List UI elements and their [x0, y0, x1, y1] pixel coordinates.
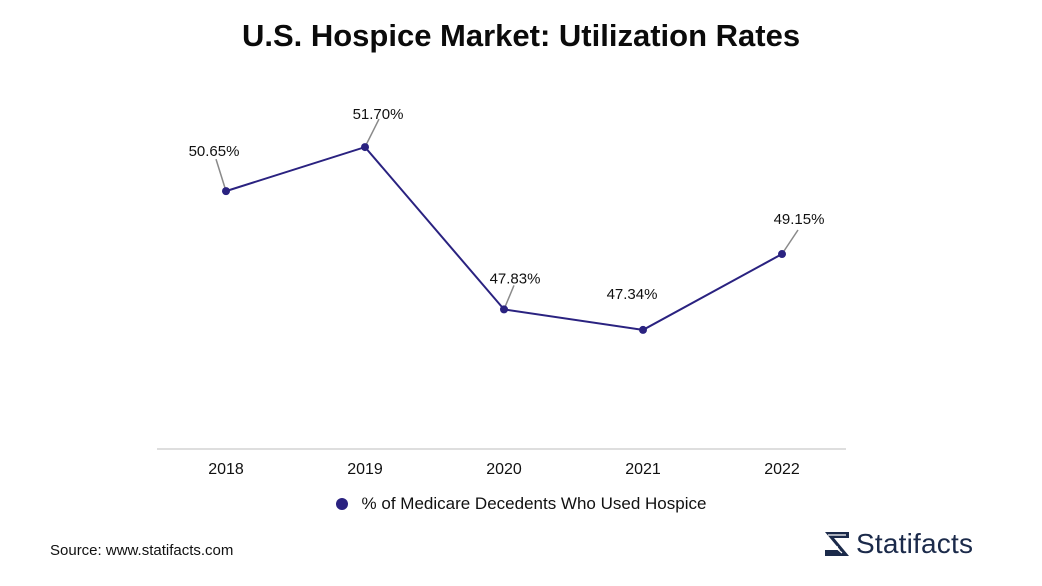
legend-marker	[335, 498, 348, 510]
data-label: 51.70%	[353, 106, 404, 123]
statifacts-logo-icon	[825, 532, 849, 556]
data-label: 47.83%	[490, 270, 541, 287]
data-label: 47.34%	[607, 286, 658, 303]
x-tick-label: 2020	[486, 461, 522, 478]
data-label-leader	[781, 229, 799, 255]
x-tick-label: 2018	[208, 461, 244, 478]
chart-marks: 50.65% 51.70% 47.83% 47.34% 49.15% 2018 2019 20…	[189, 106, 825, 478]
data-point	[222, 187, 230, 196]
x-tick-label: 2021	[625, 461, 661, 478]
legend-label: % of Medicare Decedents Who Used Hospice	[361, 494, 707, 513]
series-line	[225, 145, 783, 331]
data-point	[361, 143, 369, 152]
data-point	[778, 250, 786, 259]
data-label-leader	[364, 118, 380, 148]
data-label: 49.15%	[774, 211, 825, 228]
chart-title: U.S. Hospice Market: Utilization Rates	[241, 18, 801, 53]
legend: % of Medicare Decedents Who Used Hospice	[0, 494, 1042, 514]
data-point	[500, 305, 508, 314]
x-tick-label: 2022	[764, 461, 800, 478]
source-note: Source: www.statifacts.com	[50, 542, 234, 559]
data-label-leader	[215, 158, 227, 192]
brand-name: Statifacts	[856, 528, 974, 559]
brand-logo: Statifacts	[822, 528, 973, 560]
data-label: 50.65%	[189, 143, 240, 160]
x-tick-label: 2019	[347, 461, 383, 478]
data-point	[639, 325, 647, 334]
data-label-leader	[503, 285, 515, 310]
